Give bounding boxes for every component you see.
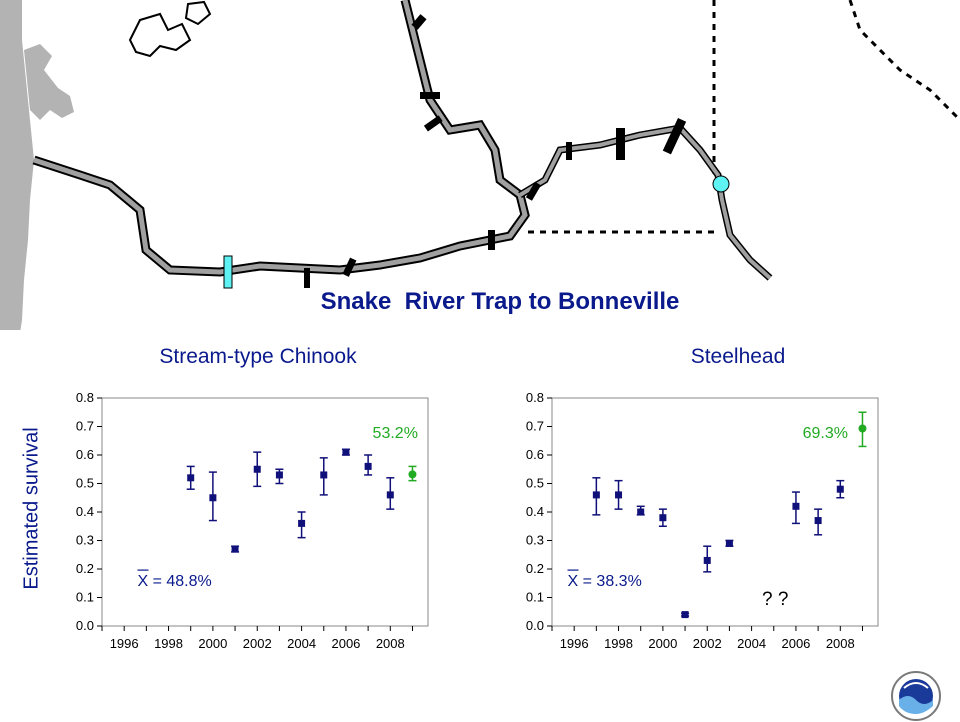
border-line	[528, 0, 718, 234]
dam-marker	[566, 142, 572, 160]
y-tick-label: 0.5	[76, 476, 94, 491]
data-point	[275, 471, 283, 479]
snake-river	[518, 124, 773, 281]
x-tick-label: 2006	[781, 636, 810, 651]
chart-title-steelhead: Steelhead	[690, 345, 786, 368]
chart-title-chinook: Stream-type Chinook	[159, 345, 357, 368]
snake-river	[518, 125, 772, 280]
data-point	[592, 491, 600, 499]
data-point	[681, 611, 689, 619]
data-point	[814, 517, 822, 525]
mean-label: X = 48.8%	[137, 573, 211, 590]
data-point	[364, 462, 372, 470]
data-point	[836, 485, 844, 493]
data-point	[386, 491, 394, 499]
y-tick-label: 0.1	[76, 590, 94, 605]
y-tick-label: 0.0	[76, 618, 94, 633]
islands	[128, 0, 212, 58]
chart-steelhead: 0.0 0.1 0.2 0.3 0.4 0.5 0.6 0.7 0.8 1996 1998 2000 2…	[526, 390, 879, 651]
river-map	[0, 0, 960, 330]
dam-marker	[423, 115, 443, 132]
y-tick-label: 0.8	[76, 390, 94, 405]
dam-marker	[525, 181, 541, 201]
data-point	[858, 424, 867, 433]
dam-marker	[304, 268, 310, 288]
data-point	[342, 448, 350, 456]
data-point	[187, 474, 195, 482]
mean-label: X = 38.3%	[568, 573, 642, 590]
x-tick-label: 1996	[560, 636, 589, 651]
x-tick-label: 1998	[604, 636, 633, 651]
chart-chinook: 0.0 0.1 0.2 0.3 0.4 0.5 0.6 0.7 0.8 1996 1998 2000 2…	[76, 390, 429, 651]
y-axis-label: Estimated survival	[20, 427, 43, 590]
x-tick-label: 2000	[198, 636, 227, 651]
y-tick-label: 0.7	[76, 419, 94, 434]
dam-marker	[662, 117, 687, 155]
x-tick-label: 2008	[376, 636, 405, 651]
missing-data-marks: ? ?	[762, 589, 789, 610]
coastline	[0, 0, 34, 330]
dam-marker	[420, 92, 440, 99]
y-tick-label: 0.4	[76, 504, 94, 519]
dam-marker	[411, 14, 427, 30]
y-tick-label: 0.0	[526, 618, 544, 633]
bonneville-marker	[223, 255, 233, 289]
x-tick-label: 2004	[287, 636, 316, 651]
data-point	[615, 491, 623, 499]
dam-marker	[616, 128, 625, 160]
y-tick-label: 0.7	[526, 419, 544, 434]
plot-area	[551, 397, 879, 627]
dam-marker	[488, 230, 495, 250]
x-tick-label: 2002	[243, 636, 272, 651]
y-tick-label: 0.4	[526, 504, 544, 519]
columbia-river	[32, 0, 530, 277]
data-point	[253, 465, 261, 473]
dams	[304, 14, 687, 288]
x-tick-label: 2008	[826, 636, 855, 651]
data-point	[320, 471, 328, 479]
dam-marker	[342, 257, 357, 277]
noaa-logo	[891, 671, 941, 721]
y-tick-label: 0.3	[526, 533, 544, 548]
x-tick-label: 2004	[737, 636, 766, 651]
data-point	[637, 508, 645, 516]
data-point	[725, 539, 733, 547]
latest-value-label: 69.3%	[803, 425, 848, 442]
data-point	[659, 514, 667, 522]
map-title: Snake River Trap to Bonneville	[320, 288, 680, 315]
inlet	[24, 44, 74, 120]
data-point	[231, 545, 239, 553]
y-tick-label: 0.3	[76, 533, 94, 548]
y-tick-label: 0.2	[76, 561, 94, 576]
x-tick-label: 2006	[331, 636, 360, 651]
latest-value-label: 53.2%	[373, 425, 418, 442]
data-point	[792, 502, 800, 510]
data-point	[408, 470, 417, 479]
data-point	[703, 556, 711, 564]
trap-marker	[712, 175, 730, 193]
x-tick-label: 2000	[648, 636, 677, 651]
x-tick-label: 2002	[693, 636, 722, 651]
y-tick-label: 0.6	[76, 447, 94, 462]
y-tick-label: 0.2	[526, 561, 544, 576]
y-tick-label: 0.6	[526, 447, 544, 462]
y-tick-label: 0.5	[526, 476, 544, 491]
x-tick-label: 1998	[154, 636, 183, 651]
y-tick-label: 0.8	[526, 390, 544, 405]
data-point	[209, 494, 217, 502]
border-line	[848, 0, 960, 122]
columbia-river	[33, 0, 528, 275]
data-point	[298, 519, 306, 527]
x-tick-label: 1996	[110, 636, 139, 651]
y-tick-label: 0.1	[526, 590, 544, 605]
